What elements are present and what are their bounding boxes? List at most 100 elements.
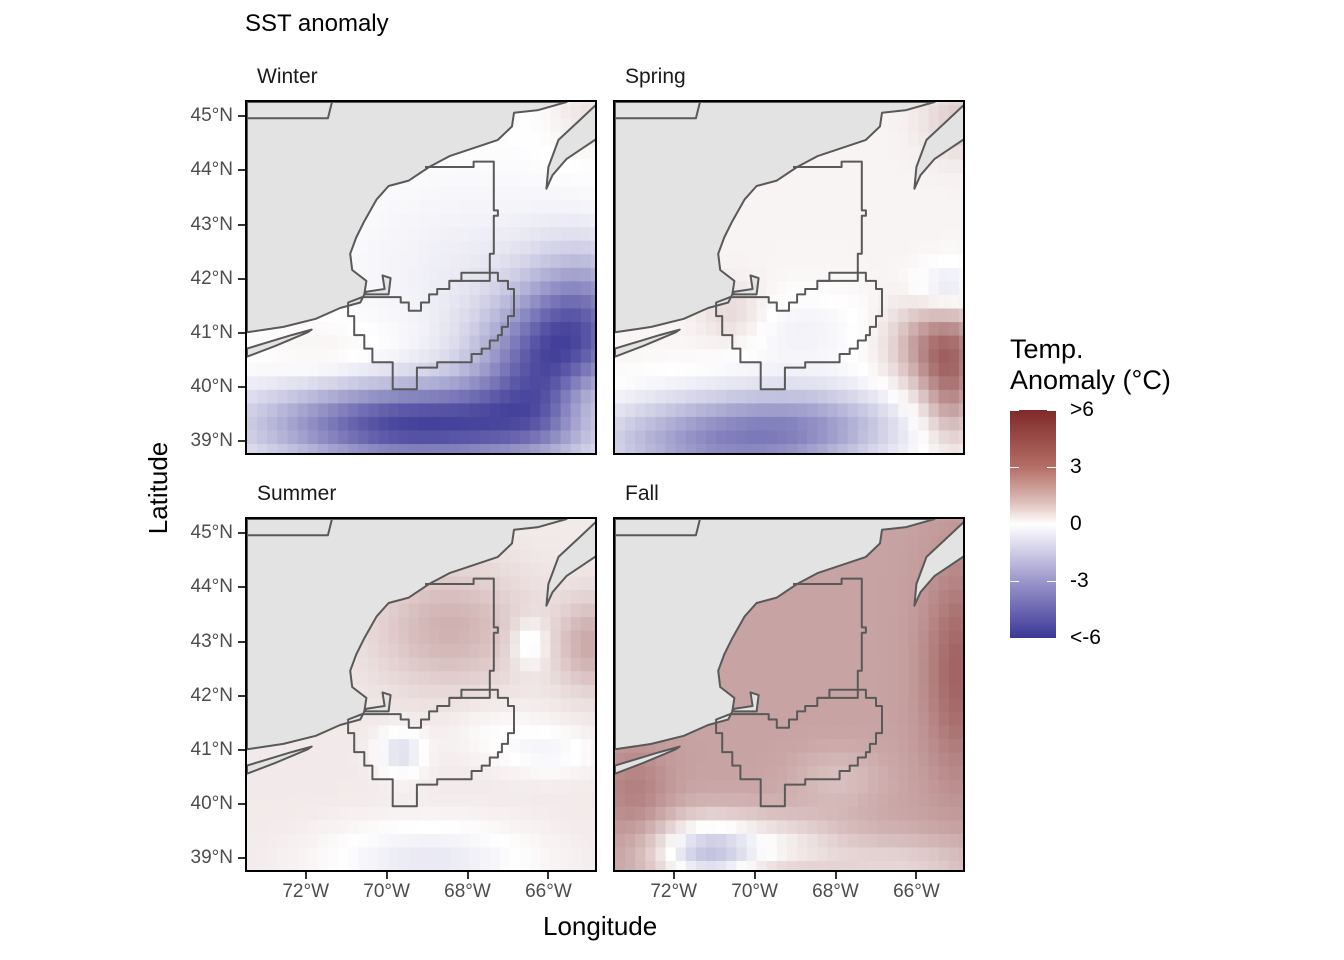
heatmap-cell (878, 779, 889, 794)
heatmap-cell (766, 240, 778, 255)
heatmap-cell (928, 375, 940, 390)
heatmap-cell (530, 240, 541, 255)
heatmap-cell (787, 819, 798, 834)
heatmap-cell (408, 362, 420, 377)
heatmap-cell (918, 616, 930, 631)
heatmap-cell (419, 806, 430, 821)
heatmap-cell (908, 335, 919, 350)
heatmap-cell (560, 308, 572, 323)
heatmap-cell (888, 226, 899, 241)
heatmap-cell (530, 846, 541, 861)
heatmap-cell (675, 429, 687, 444)
heatmap-cell (398, 792, 410, 807)
heatmap-cell (277, 833, 288, 848)
heatmap-cell (388, 860, 400, 870)
heatmap-cell (459, 186, 471, 201)
heatmap-cell (378, 416, 390, 431)
heatmap-cell (449, 616, 460, 631)
heatmap-cell (756, 321, 768, 336)
heatmap-cell (898, 389, 909, 404)
heatmap-cell (419, 253, 430, 268)
region-outline-georges-bank (715, 271, 883, 391)
heatmap-cell (378, 308, 390, 323)
heatmap-cell (398, 616, 410, 631)
heatmap-cell (695, 416, 707, 431)
heatmap-cell (439, 294, 450, 309)
heatmap-cell (756, 240, 768, 255)
heatmap-cell (878, 348, 889, 363)
heatmap-cell (867, 562, 879, 577)
heatmap-cell (857, 738, 869, 753)
heatmap-cell (449, 362, 460, 377)
heatmap-cell (948, 416, 960, 431)
heatmap-cell (439, 860, 450, 870)
heatmap-cell (520, 335, 531, 350)
heatmap-cell (267, 806, 278, 821)
heatmap-cell (867, 294, 879, 309)
heatmap-cell (297, 860, 309, 870)
heatmap-cell (716, 429, 727, 444)
heatmap-cell (590, 102, 595, 106)
heatmap-cell (958, 199, 963, 214)
heatmap-cell (570, 711, 582, 726)
heatmap-cell (449, 806, 460, 821)
heatmap-cell (469, 630, 481, 645)
heatmap-cell (867, 575, 879, 590)
heatmap-cell (247, 860, 258, 870)
heatmap-cell (928, 725, 940, 740)
land-long-island (615, 328, 681, 358)
heatmap-cell (489, 253, 501, 268)
heatmap-cell (368, 806, 380, 821)
heatmap-cell (287, 402, 299, 417)
heatmap-cell (408, 294, 420, 309)
heatmap-cell (287, 375, 299, 390)
heatmap-cell (530, 603, 541, 618)
heatmap-cell (948, 833, 960, 848)
heatmap-cell (530, 280, 541, 295)
heatmap-cell (827, 806, 839, 821)
heatmap-cell (898, 172, 909, 187)
heatmap-cell (368, 819, 380, 834)
heatmap-cell (736, 819, 748, 834)
heatmap-cell (787, 348, 798, 363)
heatmap-cell (857, 630, 869, 645)
heatmap-cell (510, 294, 521, 309)
heatmap-cell (459, 833, 471, 848)
heatmap-cell (257, 402, 268, 417)
heatmap-cell (408, 792, 420, 807)
heatmap-cell (766, 670, 778, 685)
heatmap-cell (479, 402, 491, 417)
heatmap-cell (570, 280, 582, 295)
heatmap-cell (439, 186, 450, 201)
heatmap-cell (938, 670, 950, 685)
heatmap-cell (908, 429, 919, 444)
heatmap-cell (716, 846, 727, 861)
heatmap-cell (958, 519, 963, 523)
heatmap-cell (847, 308, 859, 323)
heatmap-cell (590, 362, 595, 377)
heatmap-cell (580, 240, 592, 255)
heatmap-cell (787, 711, 798, 726)
heatmap-cell (787, 792, 798, 807)
heatmap-cell (499, 416, 511, 431)
y-tick-mark (238, 640, 245, 643)
heatmap-cell (510, 562, 521, 577)
heatmap-cell (878, 603, 889, 618)
heatmap-cell (327, 335, 339, 350)
heatmap-cell (257, 389, 268, 404)
heatmap-cell (479, 630, 491, 645)
heatmap-cell (898, 643, 909, 658)
heatmap-cell (797, 792, 808, 807)
heatmap-cell (706, 362, 717, 377)
heatmap-cell (878, 429, 889, 444)
heatmap-cell (888, 752, 899, 767)
heatmap-cell (938, 643, 950, 658)
heatmap-cell (479, 833, 491, 848)
heatmap-cell (439, 335, 450, 350)
heatmap-cell (958, 684, 963, 699)
heatmap-cell (878, 575, 889, 590)
heatmap-cell (590, 833, 595, 848)
heatmap-cell (388, 199, 400, 214)
heatmap-cell (358, 738, 369, 753)
heatmap-cell (570, 294, 582, 309)
